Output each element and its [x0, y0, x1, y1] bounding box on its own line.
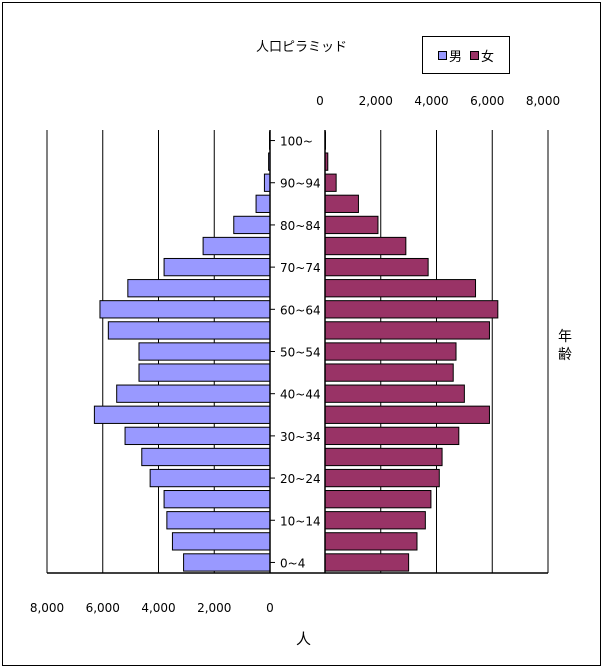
- age-tick-label: 40~44: [280, 388, 321, 402]
- female-bar-15~19: [324, 490, 432, 509]
- male-bar-60~64: [99, 300, 271, 319]
- female-bar-55~59: [324, 321, 490, 340]
- age-tick-label: 50~54: [280, 346, 321, 360]
- male-bar-5~9: [171, 532, 271, 551]
- male-axis-tick-label: 6,000: [86, 601, 120, 615]
- y-axis-label: 年齢: [557, 328, 573, 364]
- female-bar-5~9: [324, 532, 418, 551]
- age-tick-label: 20~24: [280, 472, 321, 486]
- female-bar-10~14: [324, 511, 426, 530]
- female-axis-tick-label: 0: [316, 94, 324, 108]
- legend-swatch-female: [470, 50, 479, 60]
- male-bar-45~49: [138, 363, 271, 382]
- male-bar-10~14: [166, 511, 271, 530]
- legend: 男 女: [422, 36, 510, 74]
- female-bars: [324, 131, 499, 572]
- age-tick-label: 30~34: [280, 430, 321, 444]
- age-tick-label: 80~84: [280, 219, 321, 233]
- female-axis-ticks: 0 2,000 4,000 6,000 8,000: [316, 94, 560, 108]
- age-tick-label: 0~4: [280, 556, 305, 570]
- female-bar-85~89: [324, 194, 359, 213]
- female-axis-tick-label: 2,000: [359, 94, 393, 108]
- male-bar-30~34: [124, 426, 271, 446]
- female-bar-90~94: [324, 173, 337, 192]
- male-bar-55~59: [107, 321, 271, 340]
- male-bar-70~74: [163, 257, 271, 277]
- age-tick-label: 100~: [280, 135, 313, 149]
- female-bar-50~54: [324, 342, 457, 361]
- male-bar-0~4: [183, 553, 271, 572]
- age-tick-label: 90~94: [280, 177, 321, 191]
- male-bar-20~24: [149, 468, 271, 488]
- female-bar-70~74: [324, 257, 429, 277]
- legend-label-female: 女: [481, 49, 495, 65]
- legend-item-female: 女: [470, 46, 494, 65]
- female-bar-30~34: [324, 426, 460, 446]
- axes: [47, 130, 548, 574]
- male-bar-80~84: [233, 215, 271, 235]
- y-axis-label-char: 年: [558, 329, 572, 345]
- male-bar-75~79: [202, 236, 271, 256]
- male-bar-35~39: [93, 405, 271, 424]
- female-bar-40~44: [324, 384, 465, 403]
- male-bar-15~19: [163, 490, 271, 509]
- male-bar-50~54: [138, 342, 271, 361]
- male-bars: [93, 131, 271, 572]
- male-axis-tick-label: 2,000: [197, 601, 231, 615]
- legend-item-male: 男: [437, 46, 462, 65]
- female-bar-35~39: [324, 405, 490, 424]
- age-tick-label: 10~14: [280, 514, 321, 528]
- female-bar-25~29: [324, 447, 443, 467]
- age-tick-labels: 0~4 10~14 20~24 30~34 40~44 50~54 60~64 70~74 80…: [270, 135, 321, 570]
- legend-swatch-male: [437, 50, 447, 60]
- female-axis-tick-label: 8,000: [526, 94, 560, 108]
- age-tick-label: 70~74: [280, 261, 321, 275]
- x-axis-label: 人: [296, 630, 312, 648]
- y-axis-label-char: 齢: [558, 347, 572, 363]
- female-bar-60~64: [324, 300, 499, 319]
- male-axis-tick-label: 4,000: [141, 601, 175, 615]
- age-tick-label: 60~64: [280, 303, 321, 317]
- male-bar-65~69: [127, 279, 271, 298]
- male-bar-90~94: [263, 173, 271, 192]
- male-axis-tick-label: 8,000: [30, 601, 64, 615]
- female-bar-45~49: [324, 363, 454, 382]
- male-bar-25~29: [141, 447, 271, 467]
- female-axis-tick-label: 4,000: [414, 94, 448, 108]
- legend-label-male: 男: [448, 49, 462, 65]
- male-axis-tick-label: 0: [266, 601, 274, 615]
- male-bar-40~44: [116, 384, 271, 403]
- male-bar-85~89: [255, 194, 271, 213]
- chart-title: 人口ピラミッド: [256, 40, 348, 55]
- male-axis-ticks: 8,000 6,000 4,000 2,000 0: [30, 601, 274, 615]
- female-bar-20~24: [324, 468, 440, 488]
- female-bar-75~79: [324, 236, 407, 256]
- female-axis-tick-label: 6,000: [470, 94, 504, 108]
- female-bar-80~84: [324, 215, 379, 235]
- female-bar-65~69: [324, 279, 477, 298]
- female-bar-0~4: [324, 553, 410, 572]
